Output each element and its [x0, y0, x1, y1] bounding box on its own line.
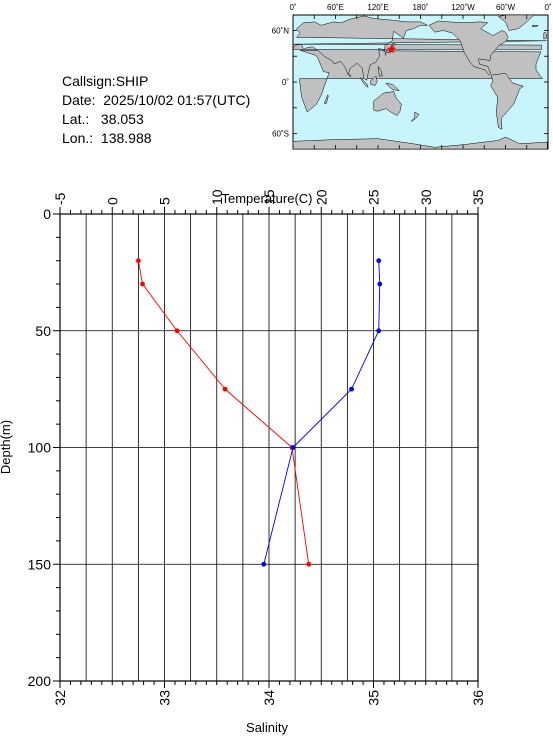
depth-tick-label: 200	[28, 673, 52, 689]
salinity-data-point	[376, 328, 382, 334]
salinity-data-point	[376, 258, 382, 264]
lat-text: Lat.: 38.053	[62, 111, 144, 127]
map-lon-label: 60˚W	[496, 3, 516, 12]
land-shape	[532, 25, 539, 28]
land-shape	[377, 65, 383, 77]
temperature-axis-title: Temperature(C)	[221, 191, 312, 206]
temperature-data-point	[174, 328, 180, 334]
depth-tick-label: 0	[43, 206, 51, 222]
land-shape	[323, 94, 329, 104]
map-lat-label: 0˚	[282, 78, 289, 87]
map-lon-label: 60˚E	[327, 3, 344, 12]
chart-grid	[60, 214, 478, 681]
salinity-tick-label: 32	[52, 690, 68, 706]
land-shape	[411, 111, 420, 122]
salinity-tick-label: 33	[157, 690, 173, 706]
land-shape	[490, 73, 524, 130]
map-left-labels: 60˚N 0˚ 60˚S	[272, 26, 290, 138]
salinity-tick-label: 36	[470, 690, 486, 706]
land-shape	[292, 15, 547, 81]
depth-axis-title: Depth(m)	[0, 420, 13, 474]
land-shape	[497, 14, 535, 31]
land-shape	[360, 77, 369, 88]
land-shape	[373, 91, 402, 116]
map-lat-label: 60˚N	[272, 26, 290, 35]
chart-ticks	[53, 207, 479, 688]
salinity-data-point	[290, 445, 296, 450]
map-lon-label: 120˚E	[367, 3, 388, 12]
map-lat-label: 60˚S	[272, 130, 289, 139]
map-lon-label: 120˚W	[451, 3, 475, 12]
temperature-tick-label: 20	[313, 189, 329, 205]
map-frame	[292, 15, 549, 149]
land-shape	[349, 73, 352, 78]
map-top-labels: 0˚ 60˚E 120˚E 180˚ 120˚W 60˚W 0˚	[289, 3, 551, 12]
salinity-data-point	[349, 386, 354, 392]
salinity-data-point	[377, 281, 383, 287]
temperature-tick-label: 35	[470, 189, 486, 205]
temperature-data-point	[140, 281, 145, 287]
map-lon-label: 180˚	[412, 3, 428, 12]
land-shape	[543, 31, 547, 40]
temperature-tick-labels: -5 0 5 10 15 20 25 30 35	[52, 189, 486, 205]
temperature-data-point	[306, 561, 312, 567]
lon-text: Lon.: 138.988	[62, 130, 152, 146]
depth-tick-label: 150	[28, 556, 52, 572]
temperature-tick-label: 25	[366, 189, 382, 205]
depth-tick-label: 100	[28, 440, 52, 456]
salinity-tick-label: 35	[366, 690, 382, 706]
salinity-data-point	[261, 561, 267, 567]
salinity-tick-labels: 32 33 34 35 36	[52, 690, 486, 706]
depth-tick-labels: 0 50 100 150 200	[28, 206, 52, 689]
chart-series	[135, 258, 383, 567]
temperature-profile-line	[137, 260, 310, 565]
station-marker-icon	[386, 44, 397, 54]
land-shape	[369, 75, 378, 86]
land-shape	[385, 82, 401, 91]
callsign-text: Callsign:SHIP	[62, 73, 149, 89]
depth-tick-label: 50	[35, 323, 51, 339]
temperature-tick-label: 5	[157, 197, 173, 205]
salinity-axis-title: Salinity	[246, 720, 288, 735]
land-shape	[428, 20, 509, 76]
temperature-tick-label: 0	[104, 197, 120, 205]
temperature-tick-label: 30	[418, 189, 434, 205]
temperature-tick-label: 15	[261, 189, 277, 205]
map-lon-label: 0˚	[289, 3, 296, 12]
salinity-tick-label: 34	[261, 690, 277, 706]
temperature-data-point	[135, 258, 141, 264]
salinity-profile-line	[263, 260, 381, 565]
temperature-data-point	[222, 386, 228, 392]
date-text: Date: 2025/10/02 01:57(UTC)	[62, 92, 251, 108]
temperature-tick-label: 10	[209, 189, 225, 205]
map-lon-label: 0˚	[544, 3, 551, 12]
temperature-tick-label: -5	[52, 192, 68, 205]
station-info: Callsign:SHIP Date: 2025/10/02 01:57(UTC…	[62, 72, 250, 148]
